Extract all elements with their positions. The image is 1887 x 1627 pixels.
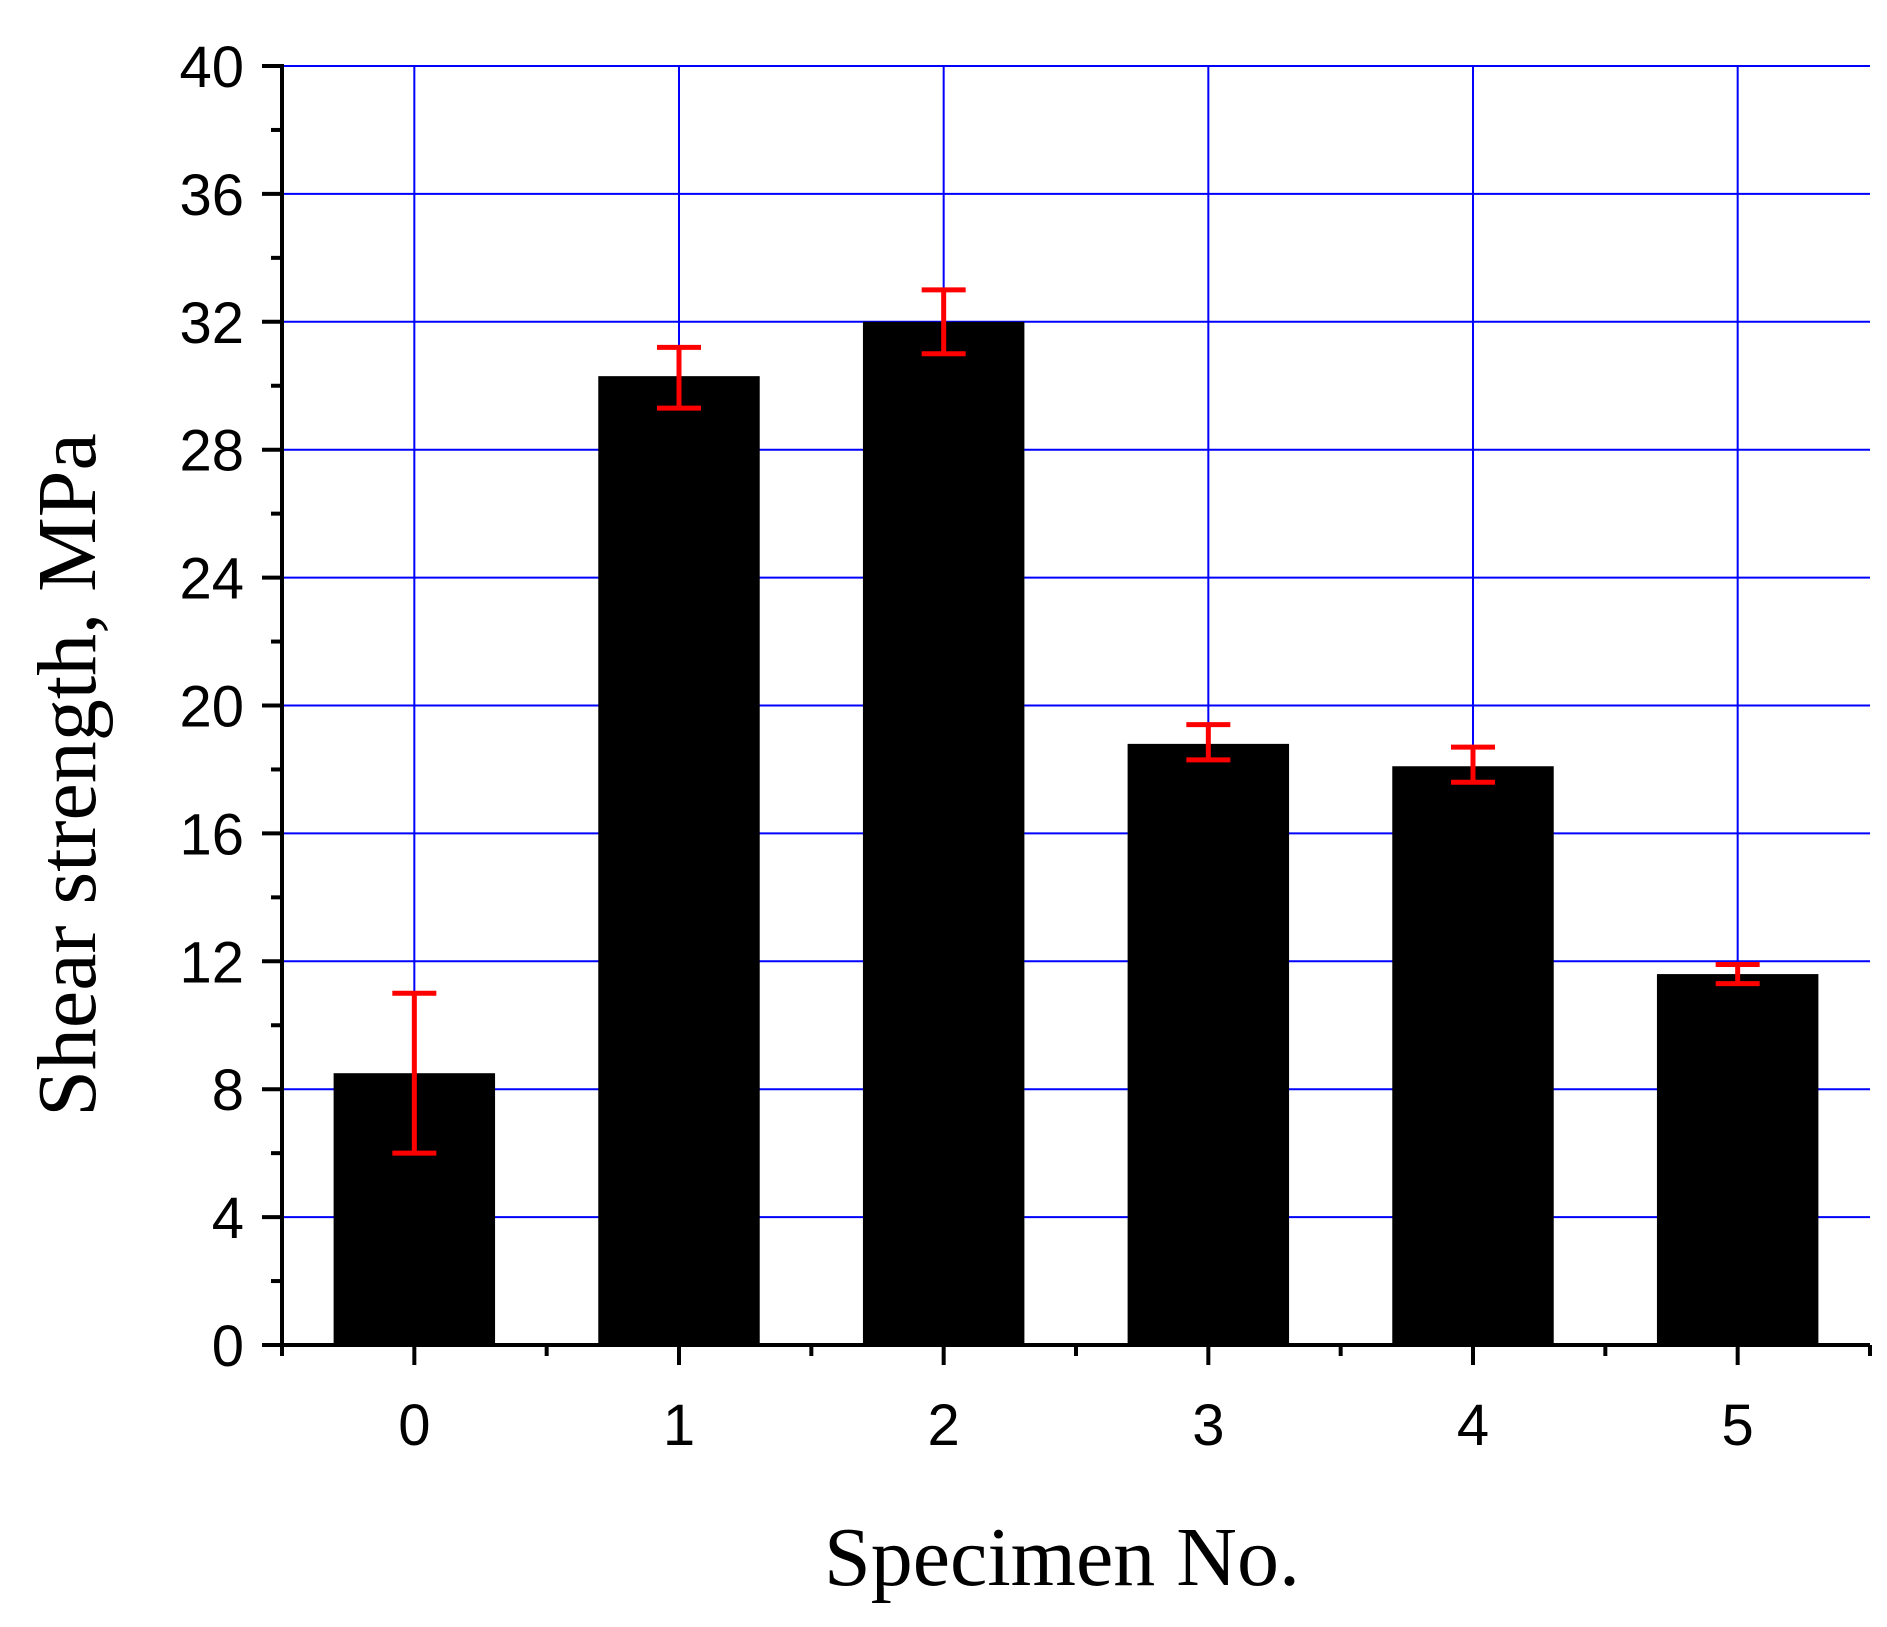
y-tick-label: 28 [179, 419, 244, 484]
y-tick-label: 20 [179, 675, 244, 740]
error-bar-specimen-5 [1715, 961, 1760, 987]
error-bars [392, 287, 1760, 1156]
bar-specimen-1 [598, 376, 760, 1346]
x-tick-label: 3 [1192, 1393, 1224, 1458]
bars [333, 321, 1819, 1346]
x-tick-label: 0 [398, 1393, 430, 1458]
error-bar-specimen-4 [1451, 744, 1495, 785]
x-tick-label: 4 [1457, 1393, 1489, 1458]
bar-specimen-2 [862, 321, 1025, 1345]
y-tick-label: 40 [179, 35, 244, 100]
y-tick-label: 4 [212, 1186, 244, 1251]
error-bar-specimen-0 [392, 990, 437, 1156]
bar-specimen-3 [1127, 743, 1290, 1345]
y-tick-label: 24 [179, 547, 244, 612]
error-bar-specimen-1 [657, 344, 701, 411]
error-bar-specimen-2 [921, 287, 966, 357]
y-tick-label: 8 [212, 1058, 244, 1123]
x-axis-title: Specimen No. [824, 1511, 1300, 1604]
y-tick-label: 12 [179, 930, 244, 995]
y-tick-label: 16 [179, 802, 244, 867]
bar-specimen-5 [1656, 974, 1819, 1345]
y-tick-label: 32 [179, 291, 244, 356]
y-tick-label: 36 [179, 163, 244, 228]
grid-lines [282, 65, 1870, 1345]
x-tick-label: 2 [928, 1393, 960, 1458]
bar-specimen-4 [1392, 766, 1554, 1345]
error-bar-specimen-3 [1186, 722, 1231, 763]
axes [262, 64, 1872, 1365]
y-tick-label: 0 [212, 1314, 244, 1379]
y-axis-title: Shear strength, MPa [21, 433, 114, 1117]
x-tick-label: 1 [663, 1393, 695, 1458]
x-tick-label: 5 [1722, 1393, 1754, 1458]
